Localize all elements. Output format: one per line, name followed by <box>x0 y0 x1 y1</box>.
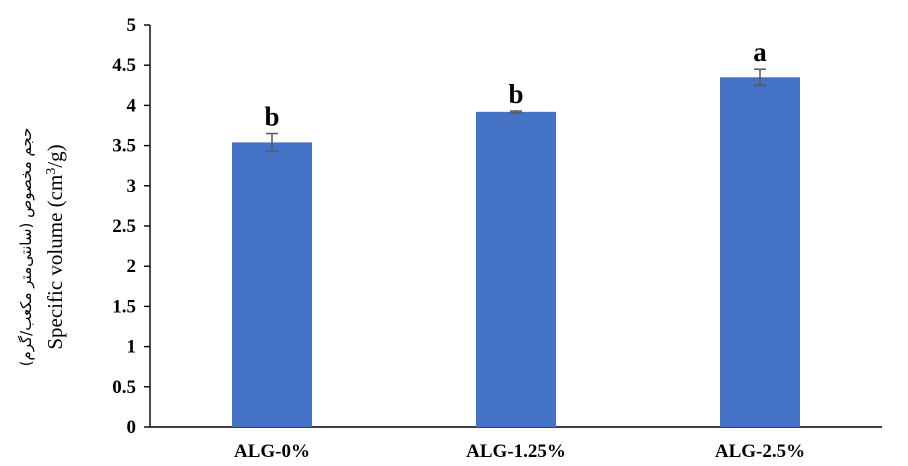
x-tick-label: ALG-0% <box>234 441 310 462</box>
error-bar <box>266 132 278 152</box>
significance-label: b <box>508 79 523 109</box>
y-tick-label: 2 <box>127 256 137 277</box>
y-tick-label: 5 <box>127 15 137 36</box>
error-bar <box>510 110 522 114</box>
y-axis-label-persian: حجم مخصوص (سانتی‌متر مکعب/گرم) <box>17 128 35 367</box>
error-bar <box>754 68 766 87</box>
y-axis-label-text: Specific volume (cm <box>43 175 67 350</box>
significance-label: b <box>264 102 279 132</box>
y-tick-label: 2.5 <box>112 216 136 237</box>
y-tick-label: 4 <box>127 95 137 116</box>
y-tick-label: 1 <box>127 337 137 358</box>
bar <box>476 111 556 427</box>
bar <box>232 142 312 427</box>
y-axis-label-superscript: 3 <box>44 168 59 175</box>
y-tick-label: 0.5 <box>112 377 136 398</box>
y-tick-label: 3.5 <box>112 136 136 157</box>
y-tick-label: 0 <box>127 417 137 438</box>
bar <box>720 77 800 427</box>
y-tick-label: 1.5 <box>112 296 136 317</box>
y-axis-label-unit: /g) <box>43 144 67 167</box>
significance-label: a <box>753 37 767 67</box>
y-tick-label: 3 <box>127 176 137 197</box>
y-tick-label: 4.5 <box>112 55 136 76</box>
x-tick-label: ALG-2.5% <box>715 441 805 462</box>
y-axis-label: Specific volume (cm3/g) <box>43 144 67 349</box>
x-tick-label: ALG-1.25% <box>466 441 566 462</box>
